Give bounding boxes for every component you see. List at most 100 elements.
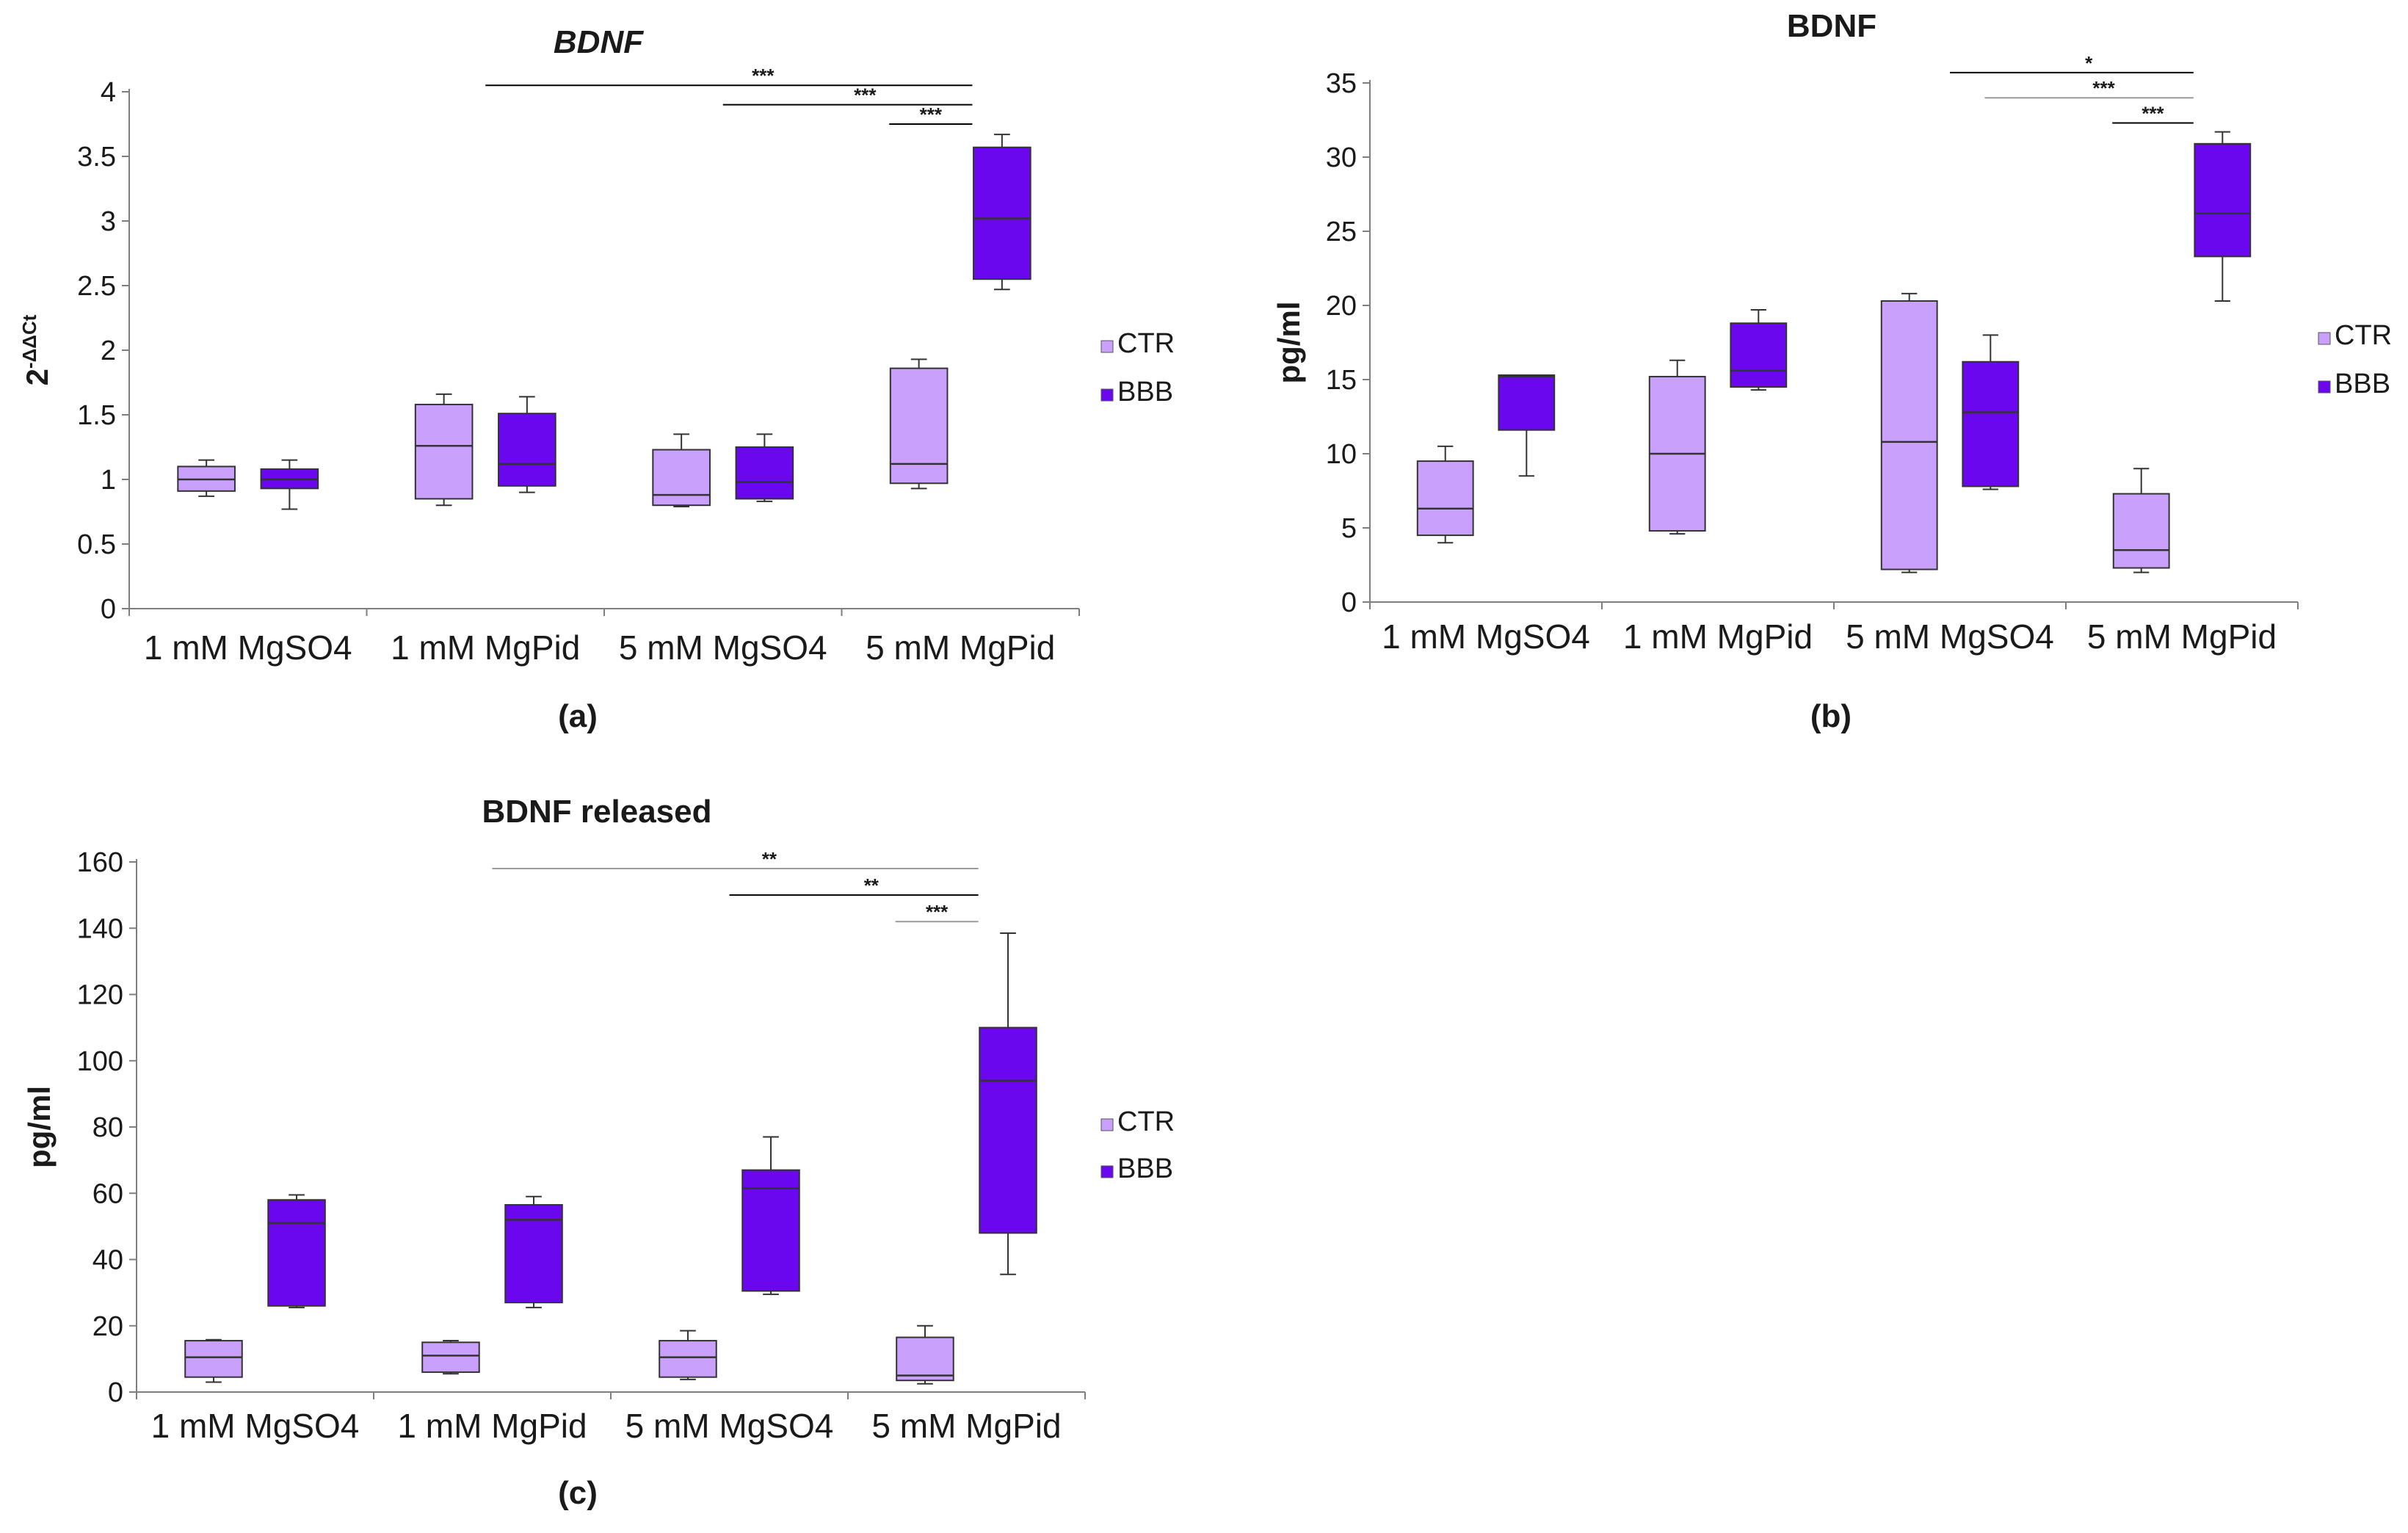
- x-category-label: 1 mM MgPid: [1623, 617, 1813, 656]
- y-tick-label: 3: [101, 206, 116, 237]
- significance-label: ***: [2092, 77, 2115, 99]
- box-ctr-3: [659, 1330, 717, 1380]
- panel-label: (a): [558, 698, 598, 734]
- box-bbb-4: [2194, 131, 2252, 302]
- y-tick-label: 80: [93, 1112, 123, 1143]
- box-body: [267, 1199, 326, 1307]
- x-category-label: 5 mM MgSO4: [625, 1407, 834, 1445]
- significance-label: **: [864, 874, 880, 896]
- box-bbb-2: [1730, 309, 1788, 391]
- y-axis-label-superscript: -ΔΔCt: [18, 314, 40, 369]
- box-body: [1416, 460, 1474, 537]
- x-category-label: 5 mM MgSO4: [619, 628, 827, 667]
- significance-label: ***: [2142, 103, 2164, 125]
- x-category-label: 5 mM MgPid: [871, 1407, 1061, 1445]
- legend-label-bbb: BBB: [1117, 1153, 1173, 1184]
- box-ctr-1: [177, 459, 236, 497]
- box-body: [421, 1341, 480, 1373]
- legend-label-ctr: CTR: [1117, 328, 1175, 359]
- legend-swatch-ctr: [1100, 1118, 1114, 1131]
- box-body: [659, 1340, 717, 1378]
- box-body: [498, 413, 556, 487]
- y-tick-label: 4: [101, 77, 116, 108]
- box-bbb-3: [735, 433, 794, 502]
- y-tick-label: 120: [77, 980, 123, 1011]
- box-bbb-4: [979, 932, 1037, 1275]
- box-ctr-4: [2112, 468, 2170, 573]
- significance-label: *: [2085, 52, 2093, 74]
- y-tick-label: 15: [1326, 365, 1357, 396]
- box-bbb-3: [1962, 334, 2020, 490]
- box-bbb-1: [260, 459, 319, 510]
- box-body: [652, 449, 711, 507]
- y-tick-label: 40: [93, 1245, 123, 1276]
- x-category-label: 1 mM MgSO4: [144, 628, 352, 667]
- y-tick-label: 0: [108, 1377, 123, 1408]
- box-body: [896, 1336, 954, 1382]
- y-tick-label: 160: [77, 847, 123, 878]
- box-ctr-1: [184, 1338, 243, 1383]
- box-bbb-3: [741, 1136, 800, 1295]
- legend-label-ctr: CTR: [2335, 320, 2392, 351]
- box-body: [2112, 493, 2170, 569]
- y-tick-label: 60: [93, 1178, 123, 1209]
- chart-title: BDNF released: [482, 794, 711, 830]
- legend-swatch-ctr: [2318, 332, 2331, 345]
- box-body: [1880, 300, 1938, 570]
- box-body: [889, 367, 949, 485]
- y-axis-label: pg/ml: [1272, 302, 1306, 384]
- panel-label: (c): [558, 1475, 598, 1511]
- y-tick-label: 30: [1326, 142, 1357, 173]
- box-ctr-4: [889, 358, 949, 490]
- y-tick-label: 1.5: [77, 400, 116, 431]
- box-body: [184, 1340, 243, 1378]
- box-body: [2194, 142, 2252, 258]
- y-tick-label: 0.5: [77, 529, 116, 560]
- box-ctr-2: [421, 1340, 480, 1375]
- box-ctr-3: [652, 433, 711, 507]
- significance-label: ***: [926, 901, 949, 923]
- significance-label: ***: [854, 84, 877, 106]
- legend-swatch-bbb: [2318, 380, 2331, 394]
- x-category-label: 5 mM MgPid: [866, 628, 1055, 667]
- significance-label: ***: [752, 65, 775, 87]
- y-tick-label: 2.5: [77, 271, 116, 302]
- panel-label: (b): [1810, 698, 1852, 734]
- y-tick-label: 0: [101, 594, 116, 625]
- y-tick-label: 10: [1326, 439, 1357, 470]
- y-tick-label: 5: [1341, 513, 1357, 544]
- x-category-label: 5 mM MgPid: [2087, 617, 2277, 656]
- y-tick-label: 1: [101, 465, 116, 496]
- y-tick-label: 0: [1341, 587, 1357, 618]
- legend-label-ctr: CTR: [1117, 1106, 1175, 1137]
- box-ctr-3: [1880, 292, 1938, 573]
- y-tick-label: 20: [93, 1311, 123, 1342]
- y-tick-label: 3.5: [77, 142, 116, 173]
- box-body: [741, 1169, 800, 1292]
- y-tick-label: 140: [77, 913, 123, 944]
- x-category-label: 1 mM MgSO4: [151, 1407, 360, 1445]
- x-category-label: 1 mM MgPid: [397, 1407, 587, 1445]
- box-body: [414, 403, 474, 500]
- x-category-label: 1 mM MgPid: [391, 628, 580, 667]
- legend-label-bbb: BBB: [1117, 377, 1173, 407]
- box-bbb-2: [504, 1195, 563, 1308]
- box-bbb-1: [1498, 374, 1556, 477]
- box-ctr-2: [1648, 359, 1706, 535]
- y-tick-label: 35: [1326, 68, 1357, 99]
- box-body: [979, 1026, 1037, 1234]
- legend-swatch-bbb: [1100, 388, 1114, 402]
- legend-swatch-bbb: [1100, 1165, 1114, 1178]
- y-tick-label: 20: [1326, 291, 1357, 322]
- box-ctr-1: [1416, 445, 1474, 544]
- chart-title: BDNF: [554, 24, 644, 60]
- box-ctr-4: [896, 1324, 954, 1385]
- box-body: [504, 1204, 563, 1304]
- box-bbb-1: [267, 1194, 326, 1308]
- box-bbb-4: [973, 134, 1031, 291]
- box-body: [735, 446, 794, 500]
- chart-panel-c: BDNF released pg/ml 0 20 40 60 80 100 120 140 160 1…: [22, 794, 1175, 1511]
- legend-swatch-ctr: [1100, 340, 1114, 353]
